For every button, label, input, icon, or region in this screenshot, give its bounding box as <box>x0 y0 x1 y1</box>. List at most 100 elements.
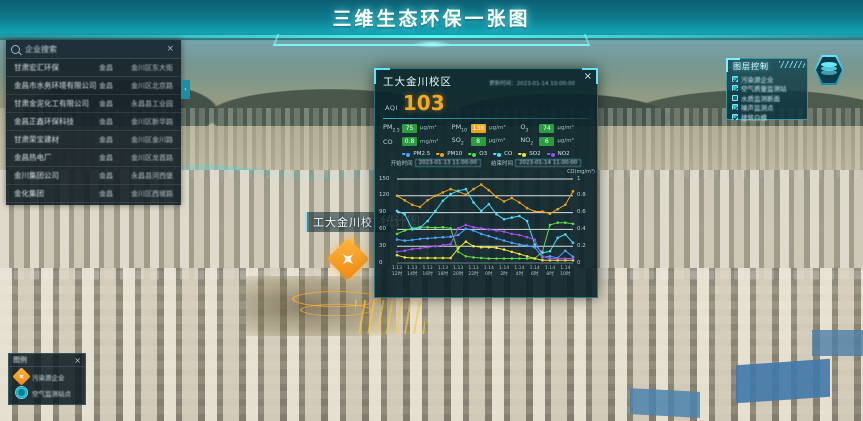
legend-entry[interactable]: NO2 <box>546 151 570 158</box>
legend-label: PM10 <box>447 151 463 157</box>
list-item[interactable]: 甘肃荣宝建材 金昌 金川区金川路 <box>6 131 181 149</box>
data-point <box>525 219 529 223</box>
start-time-value[interactable]: 2023-01-13 11:00:00 <box>414 159 481 167</box>
data-point <box>426 225 429 229</box>
y2-axis-tick: 0.8 <box>577 192 586 199</box>
status-badge: 8 <box>470 136 486 146</box>
data-point <box>510 232 514 236</box>
data-point <box>418 256 422 260</box>
search-panel-collapse-toggle[interactable]: ‹ <box>181 80 190 99</box>
layer-control-title: 图层控制 <box>733 62 769 71</box>
data-point <box>395 250 399 254</box>
data-point <box>472 187 475 191</box>
series-line-O3 <box>396 222 574 259</box>
checkbox-icon[interactable] <box>732 75 738 82</box>
data-point <box>426 246 429 249</box>
data-point <box>502 200 506 203</box>
data-point <box>441 225 445 229</box>
data-point <box>518 243 521 246</box>
result-name: 金川集团公司 <box>14 171 59 180</box>
clear-search-icon[interactable]: × <box>166 44 174 54</box>
data-point <box>479 256 483 260</box>
legend-entry[interactable]: PM10 <box>436 151 463 158</box>
list-item[interactable]: 金昌热电厂 金昌 金川区龙首路 <box>6 149 181 167</box>
data-point <box>525 255 529 258</box>
data-point <box>441 235 445 239</box>
start-time-picker[interactable]: 开始时间 2023-01-13 11:00:00 <box>391 159 481 167</box>
data-point <box>541 258 544 262</box>
list-item[interactable]: 金昌市水务环境有限公司 金昌 金川区北京路 <box>6 77 181 95</box>
data-point <box>403 239 406 242</box>
legend-entry[interactable]: PM2.5 <box>402 151 430 158</box>
data-point <box>556 257 559 260</box>
pollutant-trend-chart[interactable]: 统计图 CO(mg/m³) 0 30 60 90 120 150 0 0.2 0.4 0.6 0.8… <box>375 169 599 287</box>
legend-color-swatch <box>436 151 446 158</box>
series-line-PM2.5 <box>396 228 574 259</box>
enterprise-search-panel: × 甘肃宏汇环保 金昌 金川区东大街 金昌市水务环境有限公司 金昌 金川区北京路… <box>6 40 190 205</box>
data-point <box>518 201 521 204</box>
divider <box>383 118 589 119</box>
legend-entry[interactable]: CO <box>493 151 512 158</box>
search-input[interactable] <box>20 44 165 54</box>
x-axis-tick: 1.14 0时 <box>483 266 494 277</box>
pollutant-unit: μg/m³ <box>420 125 437 132</box>
result-address: 永昌县工业园 <box>131 99 173 108</box>
x-axis-tick: 1.13 16时 <box>422 266 433 277</box>
layer-item[interactable]: 建筑白模 <box>732 112 807 122</box>
list-item[interactable]: 甘肃金泥化工有限公司 金昌 永昌县工业园 <box>6 95 181 113</box>
layer-item[interactable]: 水质监测断面 <box>732 93 807 103</box>
legend-entry[interactable]: O3 <box>468 151 487 158</box>
data-point <box>487 246 491 249</box>
y2-axis-tick: 0.2 <box>577 242 586 249</box>
chart-legend[interactable]: PM2.5 PM10 O3 CO SO2 NO2 <box>375 148 597 158</box>
stack-glyph <box>821 62 837 76</box>
data-point <box>464 187 468 191</box>
data-point <box>426 219 429 223</box>
x-axis-tick: 1.13 14时 <box>407 266 418 277</box>
end-time-picker[interactable]: 结束时间 2023-01-14 11:00:00 <box>491 159 582 167</box>
data-point <box>548 255 552 258</box>
legend-color-swatch <box>468 151 478 158</box>
layer-item[interactable]: 噪声监测点 <box>732 103 807 112</box>
data-point <box>533 238 536 241</box>
header-divider <box>0 35 863 38</box>
station-detail-popup: 工大金川校区 更新时间：2023-01-14 10:00:00 × AQI 10… <box>374 68 598 298</box>
pollutant-cell: PM2.5 75 μg/m³ <box>383 123 452 133</box>
pollutant-row: PM2.5 75 μg/m³ PM10 138 μg/m³ O3 74 μg/m… <box>383 122 589 135</box>
data-point <box>395 232 399 236</box>
result-address: 金川区北京路 <box>131 81 173 90</box>
legend-entry[interactable]: SO2 <box>518 151 541 158</box>
y-axis-tick: 120 <box>379 192 390 199</box>
search-icon <box>11 44 20 54</box>
list-item[interactable]: 金昌正鑫环保科技 金昌 金川区新华路 <box>6 113 181 131</box>
data-point <box>418 237 422 241</box>
checkbox-icon[interactable] <box>732 113 738 120</box>
checkbox-icon[interactable] <box>732 104 738 111</box>
layer-item[interactable]: 污染源企业 <box>732 74 807 84</box>
data-point <box>418 247 422 250</box>
pollutant-cell: O3 74 μg/m³ <box>520 123 589 133</box>
layer-item[interactable]: 空气质量监测站 <box>732 84 807 93</box>
legend-label: NO2 <box>557 151 570 157</box>
list-item[interactable]: 金化集团 金昌 金川区西坡路 <box>6 185 181 203</box>
data-point <box>556 221 559 224</box>
data-point <box>525 235 529 239</box>
data-point <box>449 187 452 191</box>
map-marker-station[interactable]: 工大金川校区 <box>305 212 391 281</box>
checkbox-icon[interactable] <box>732 94 738 101</box>
layers-stack-icon[interactable] <box>814 55 844 85</box>
end-time-value[interactable]: 2023-01-14 11:00:00 <box>515 159 582 167</box>
data-point <box>564 203 567 207</box>
checkbox-icon[interactable] <box>732 85 738 92</box>
data-point <box>449 256 452 260</box>
close-icon[interactable]: × <box>583 71 592 82</box>
pollutant-cell: PM10 138 μg/m³ <box>452 123 521 133</box>
data-point <box>434 226 437 229</box>
data-point <box>502 218 506 221</box>
list-item[interactable]: 金川集团公司 金昌 永昌县河西堡 <box>6 167 181 185</box>
data-point <box>518 233 521 237</box>
list-item[interactable]: 甘肃宏汇环保 金昌 金川区东大街 <box>6 59 181 77</box>
close-icon[interactable]: × <box>74 355 81 365</box>
search-bar[interactable]: × <box>6 40 181 59</box>
